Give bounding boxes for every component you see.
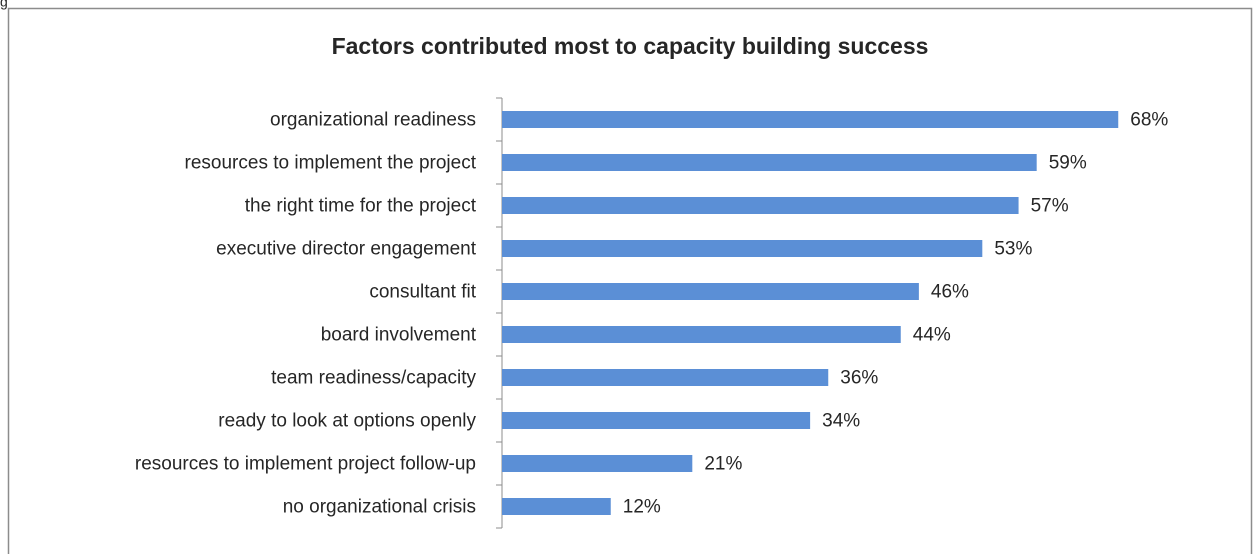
caption-fragment: g [0,0,8,10]
y-tick-label: resources to implement project follow-up [135,454,476,475]
value-label: 46% [931,282,969,303]
bar [502,455,693,472]
bar [502,154,1037,171]
y-tick-label: board involvement [321,325,477,346]
value-label: 57% [1031,196,1069,217]
y-tick-label: resources to implement the project [185,153,477,174]
value-label: 12% [623,497,661,518]
bar [502,498,611,515]
bar [502,240,983,257]
bar [502,197,1019,214]
y-tick-label: organizational readiness [270,110,476,131]
bar [502,283,919,300]
value-label: 36% [840,368,878,389]
bar [502,326,901,343]
y-tick-label: team readiness/capacity [271,368,476,389]
value-label: 53% [994,239,1032,260]
y-tick-label: the right time for the project [245,196,477,217]
value-label: 21% [704,454,742,475]
bar [502,412,811,429]
value-label: 59% [1049,153,1087,174]
y-tick-label: ready to look at options openly [218,411,476,432]
value-label: 34% [822,411,860,432]
y-tick-label: executive director engagement [216,239,477,260]
y-tick-label: consultant fit [369,282,476,303]
value-label: 44% [913,325,951,346]
value-label: 68% [1130,110,1168,131]
chart-title: Factors contributed most to capacity bui… [332,33,929,59]
bar [502,369,829,386]
y-tick-label: no organizational crisis [283,497,476,518]
bar [502,111,1119,128]
